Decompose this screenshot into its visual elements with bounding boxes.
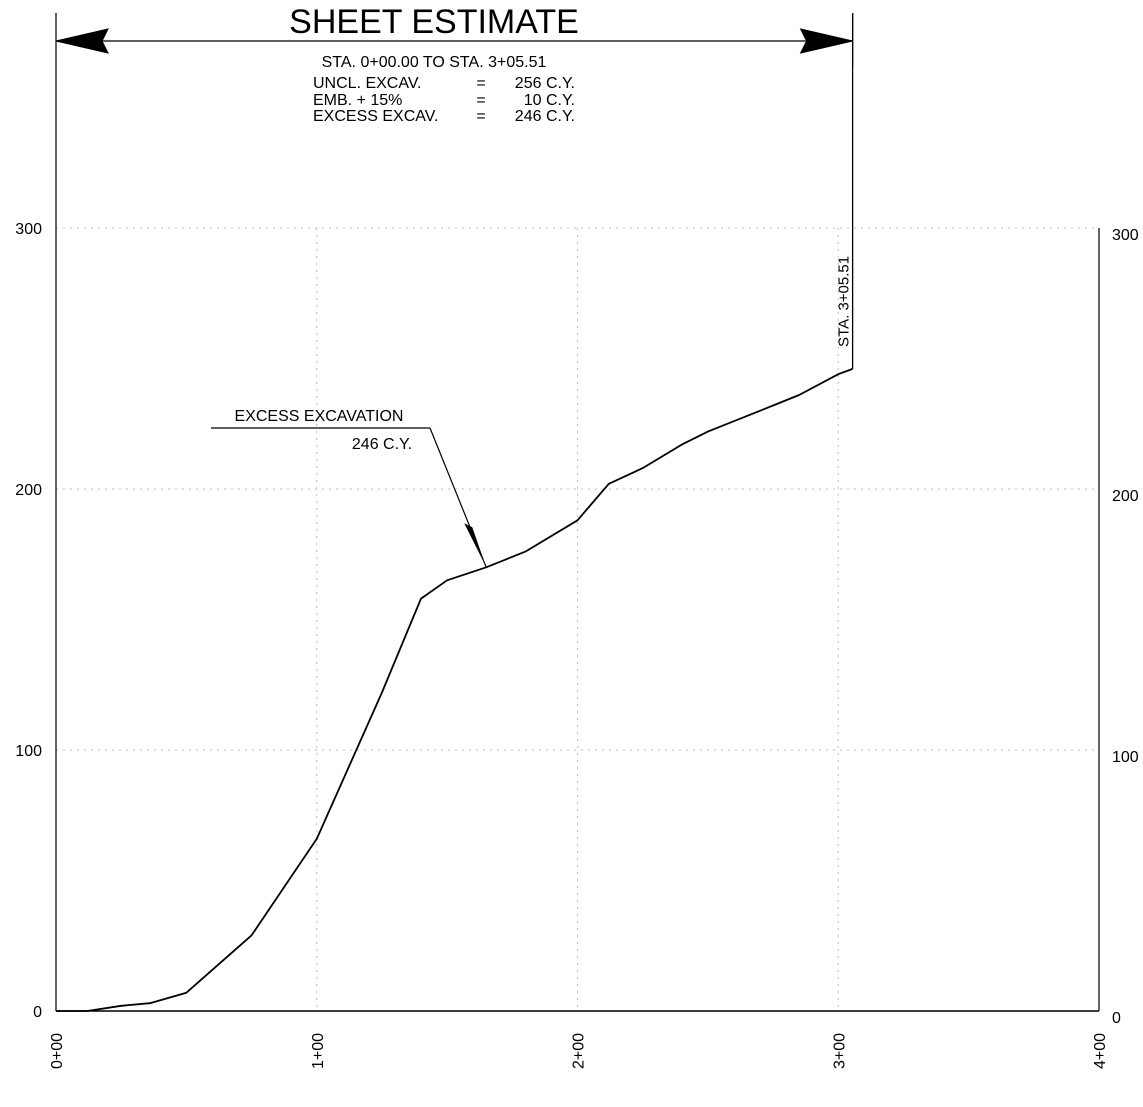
series-line — [56, 368, 853, 1012]
sheet-title: SHEET ESTIMATE — [289, 3, 579, 41]
callout-arrow-icon — [464, 523, 487, 568]
y-tick-label-left: 100 — [15, 743, 42, 760]
estimate-block: SHEET ESTIMATE STA. 0+00.00 TO STA. 3+05… — [55, 3, 854, 1011]
y-tick-label-left: 0 — [33, 1004, 42, 1021]
estimate-label-3: EXCESS EXCAV. — [313, 108, 438, 125]
estimate-equals-1: = — [476, 75, 485, 92]
end-station-label: STA. 3+05.51 — [836, 256, 853, 347]
axes — [56, 228, 1100, 1012]
grid-lines — [56, 227, 1099, 1011]
estimate-equals-2: = — [476, 92, 485, 109]
y-tick-label-right: 0 — [1112, 1010, 1121, 1027]
tick-labels: 0 0 100 100 200 200 300 300 0+00 1+00 2+00 3+00 4+00 — [15, 221, 1139, 1069]
y-tick-label-left: 300 — [15, 221, 42, 238]
y-tick-label-left: 200 — [15, 482, 42, 499]
y-tick-label-right: 300 — [1112, 227, 1139, 244]
x-tick-label: 2+00 — [571, 1033, 588, 1069]
x-tick-label: 1+00 — [310, 1033, 327, 1069]
estimate-value-1: 256 C.Y. — [515, 75, 575, 92]
y-tick-label-right: 100 — [1112, 749, 1139, 766]
callout-line-1: EXCESS EXCAVATION — [235, 408, 404, 425]
estimate-label-2: EMB. + 15% — [313, 92, 402, 109]
estimate-label-1: UNCL. EXCAV. — [313, 75, 421, 92]
y-tick-label-right: 200 — [1112, 488, 1139, 505]
left-arrow-icon — [55, 28, 109, 54]
x-tick-label: 4+00 — [1092, 1033, 1109, 1069]
station-range: STA. 0+00.00 TO STA. 3+05.51 — [322, 54, 547, 71]
estimate-equals-3: = — [476, 108, 485, 125]
right-arrow-icon — [799, 28, 853, 54]
callout-line-2: 246 C.Y. — [352, 436, 412, 453]
x-tick-label: 0+00 — [49, 1033, 66, 1069]
excess-excavation-callout: EXCESS EXCAVATION 246 C.Y. — [211, 408, 487, 568]
estimate-value-3: 246 C.Y. — [515, 108, 575, 125]
estimate-value-2: 10 C.Y. — [524, 92, 575, 109]
x-tick-label: 3+00 — [831, 1033, 848, 1069]
